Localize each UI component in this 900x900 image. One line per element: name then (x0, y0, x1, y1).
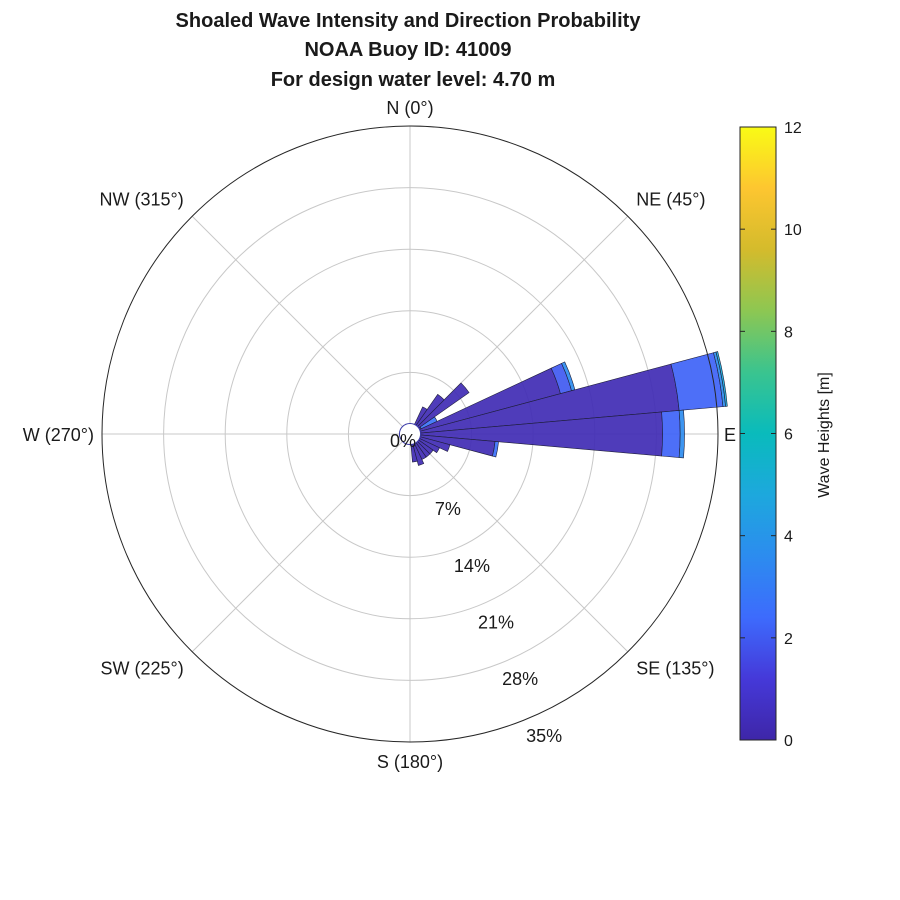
title-line-3: For design water level: 4.70 m (271, 69, 556, 91)
rose-bar-segment (670, 352, 724, 411)
colorbar-tick-label: 2 (784, 631, 793, 648)
grid-spoke (191, 433, 411, 653)
radial-label: 28% (502, 669, 538, 689)
colorbar-tick-label: 0 (784, 733, 793, 750)
direction-label: NW (315°) (100, 190, 184, 210)
colorbar-tick-label: 10 (784, 222, 802, 239)
direction-label: N (0°) (386, 98, 433, 118)
rose-bar-segment (492, 441, 499, 458)
polar-frame (101, 125, 719, 743)
rose-bar-segment (715, 351, 728, 407)
direction-label: W (270°) (23, 425, 94, 445)
radial-label: 21% (478, 613, 514, 633)
radial-labels: 0% 7% 14% 21% 28% 35% (390, 431, 562, 746)
radial-label: 14% (454, 556, 490, 576)
direction-label: E (724, 425, 736, 445)
chart-title: Shoaled Wave Intensity and Direction Pro… (176, 10, 642, 91)
radial-label: 7% (435, 499, 461, 519)
grid-spoke (409, 433, 629, 653)
colorbar: 0 2 4 6 8 10 12 Wave Heights [m] (739, 120, 833, 750)
rose-bars (398, 351, 728, 466)
radial-label: 0% (390, 431, 416, 451)
radial-label: 35% (526, 726, 562, 746)
outer-ring (101, 125, 719, 743)
title-line-2: NOAA Buoy ID: 41009 (304, 39, 511, 61)
colorbar-tick-label: 4 (784, 529, 793, 546)
colorbar-gradient (739, 126, 777, 741)
title-line-1: Shoaled Wave Intensity and Direction Pro… (176, 10, 642, 32)
direction-label: S (180°) (377, 752, 443, 772)
colorbar-tick-label: 8 (784, 324, 793, 341)
rose-bar-segment (661, 410, 681, 458)
colorbar-label: Wave Heights [m] (816, 372, 833, 498)
center-hole (398, 422, 422, 446)
grid-spoke (191, 215, 411, 435)
direction-label: SW (225°) (101, 658, 184, 678)
direction-labels: N (0°) NE (45°) E SE (135°) S (180°) SW (225°… (23, 98, 736, 772)
colorbar-tick-label: 6 (784, 427, 793, 444)
colorbar-tick-label: 12 (784, 120, 802, 137)
direction-label: SE (135°) (636, 658, 714, 678)
rose-bar-segment (678, 409, 685, 459)
direction-label: NE (45°) (636, 190, 705, 210)
colorbar-ticks: 0 2 4 6 8 10 12 (740, 120, 802, 750)
